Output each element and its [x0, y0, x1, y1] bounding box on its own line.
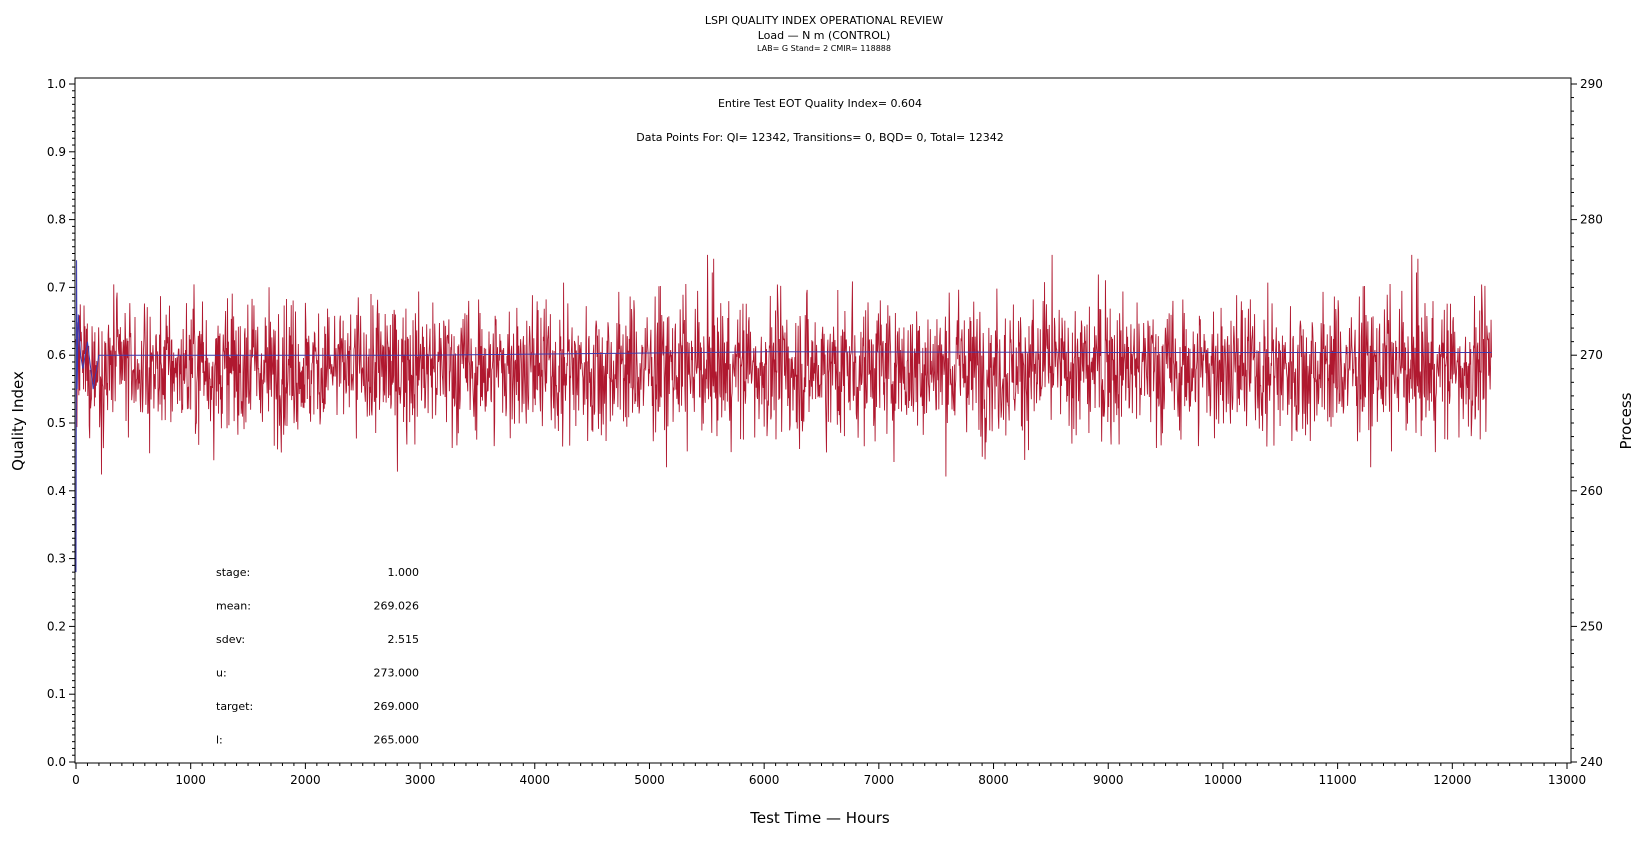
x-tick-label: 1000 [175, 773, 206, 787]
chart-title: LSPI QUALITY INDEX OPERATIONAL REVIEW [705, 14, 943, 27]
series-group [75, 254, 1492, 573]
stat-value: 269.026 [374, 600, 420, 613]
x-tick-label: 4000 [519, 773, 550, 787]
y-tick-label: 0.8 [47, 213, 66, 227]
y-tick-label: 0.0 [47, 755, 66, 769]
y2-tick-label: 250 [1580, 619, 1603, 633]
stat-label: stage: [216, 566, 250, 579]
x-tick-label: 7000 [864, 773, 895, 787]
x-tick-label: 11000 [1319, 773, 1357, 787]
x-tick-label: 6000 [749, 773, 780, 787]
x-tick-label: 3000 [405, 773, 436, 787]
y2-tick-label: 280 [1580, 213, 1603, 227]
stats-block: stage: 1.000 mean: 269.026 sdev: 2.515 u: 273.0… [216, 566, 419, 747]
stat-value: 265.000 [374, 734, 420, 747]
x-tick-label: 10000 [1204, 773, 1242, 787]
stat-value: 1.000 [388, 566, 420, 579]
x-tick-label: 12000 [1433, 773, 1471, 787]
y-tick-label: 0.9 [47, 145, 66, 159]
y-tick-label: 0.7 [47, 280, 66, 294]
y-tick-label: 0.6 [47, 348, 66, 362]
annotation-data-points: Data Points For: QI= 12342, Transitions=… [636, 131, 1004, 144]
stat-label: sdev: [216, 633, 245, 646]
chart-subtitle: Load — N m (CONTROL) [758, 29, 891, 42]
stat-label: target: [216, 700, 253, 713]
x-axis-label: Test Time — Hours [749, 809, 890, 827]
stat-value: 2.515 [388, 633, 420, 646]
y2-tick-label: 240 [1580, 755, 1603, 769]
chart-subtitle-2: LAB= G Stand= 2 CMIR= 118888 [757, 44, 891, 53]
y2-axis-label: Process [1617, 392, 1635, 449]
y-tick-label: 0.3 [47, 552, 66, 566]
y-tick-label: 1.0 [47, 77, 66, 91]
plot-frame [74, 77, 1572, 764]
annotation-eot-quality-index: Entire Test EOT Quality Index= 0.604 [718, 97, 922, 110]
x-tick-label: 8000 [978, 773, 1009, 787]
stat-label: u: [216, 667, 227, 680]
y-tick-label: 0.2 [47, 619, 66, 633]
stat-label: mean: [216, 600, 251, 613]
y-tick-label: 0.1 [47, 687, 66, 701]
y2-tick-label: 260 [1580, 484, 1603, 498]
stat-label: l: [216, 734, 223, 747]
x-tick-label: 13000 [1548, 773, 1586, 787]
process-series-line [75, 254, 1492, 477]
stat-value: 273.000 [374, 667, 420, 680]
y-axis-label: Quality Index [9, 371, 27, 471]
x-tick-label: 9000 [1093, 773, 1124, 787]
y-tick-label: 0.5 [47, 416, 66, 430]
quality-index-line [75, 260, 1492, 573]
y-tick-label: 0.4 [47, 484, 66, 498]
stat-value: 269.000 [374, 700, 420, 713]
axis-ticks: 0 1000 2000 3000 4000 5000 6000 7000 8000 9000 100… [47, 77, 1603, 787]
y2-tick-label: 270 [1580, 348, 1603, 362]
x-tick-label: 0 [72, 773, 80, 787]
x-tick-label: 5000 [634, 773, 665, 787]
y2-tick-label: 290 [1580, 77, 1603, 91]
x-tick-label: 2000 [290, 773, 321, 787]
